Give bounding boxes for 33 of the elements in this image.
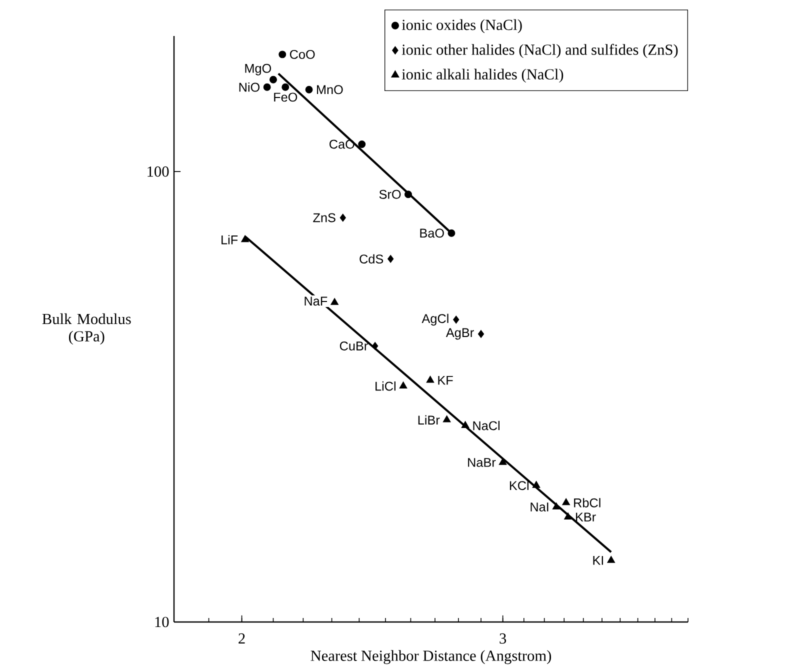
annotation: AgBr — [446, 328, 474, 340]
annotation: CdS — [360, 254, 384, 264]
annotation: CoO — [290, 50, 315, 59]
annotation: FeO — [274, 92, 298, 102]
annotation: NiO — [239, 82, 260, 92]
y-tick-label: 100 — [148, 166, 169, 177]
legend-label: ionic other halides (NaCl) and sulfides (ZnS) — [402, 44, 678, 58]
annotation: KI — [593, 556, 604, 565]
legend-label: ionic oxides (NaCl) — [402, 19, 522, 34]
annotation: MnO — [317, 85, 343, 94]
annotation: KBr — [576, 512, 596, 522]
annotation: ZnS — [313, 213, 336, 222]
legend-label: ionic alkali halides (NaCl) — [402, 68, 564, 83]
annotation: NaBr — [468, 458, 496, 467]
annotation: AgCl — [422, 314, 448, 326]
annotation: LiBr — [418, 415, 440, 424]
annotation: NaI — [530, 502, 548, 512]
annotation: LiF — [222, 235, 238, 244]
x-tick-label: 2 — [238, 633, 245, 644]
y-tick-label: 10 — [155, 616, 169, 628]
annotation: CuBr — [340, 342, 368, 350]
x-tick-label: 3 — [500, 633, 506, 644]
annotation: KF — [438, 376, 453, 385]
annotation: MgO — [245, 64, 272, 76]
annotation: SrO — [379, 190, 401, 199]
annotation: NaCl — [473, 420, 500, 430]
annotation: NaF — [304, 296, 328, 306]
x-axis-title: Nearest Neighbor Distance (Angstrom) — [310, 650, 552, 664]
annotation: KCl — [510, 480, 528, 490]
y-axis-title: Bulk Modulus (GPa) — [42, 313, 131, 345]
annotation: LiCl — [376, 381, 396, 391]
annotation: RbCl — [574, 498, 600, 508]
annotation: BaO — [420, 228, 444, 238]
